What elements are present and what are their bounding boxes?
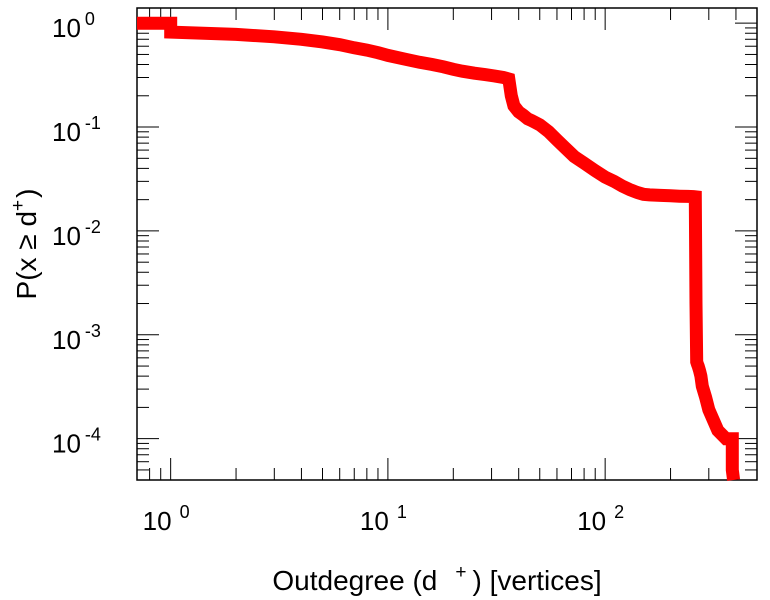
ccdf-series-line <box>137 16 741 481</box>
x-tick-exp: 2 <box>614 502 624 522</box>
y-tick-exp: -1 <box>85 113 101 133</box>
y-tick-exp: 0 <box>85 9 95 29</box>
y-tick-exp: -3 <box>85 321 101 341</box>
x-tick-base: 10 <box>143 506 172 536</box>
series-layer <box>137 16 741 481</box>
y-tick-exp: -4 <box>85 425 101 445</box>
y-tick-base: 10 <box>52 13 81 43</box>
x-tick-label: 10 0 <box>143 502 190 536</box>
y-tick-label: 10 -1 <box>52 113 101 147</box>
y-tick-base: 10 <box>52 221 81 251</box>
x-tick-base: 10 <box>360 506 389 536</box>
y-tick-label: 10 -2 <box>52 217 101 251</box>
y-axis-title: P(x ≥ d+) <box>8 189 42 300</box>
x-axis-title: Outdegree (d +) [vertices] <box>272 562 601 596</box>
x-tick-exp: 0 <box>180 502 190 522</box>
minor-ticks <box>136 8 758 481</box>
x-tick-base: 10 <box>577 506 606 536</box>
y-tick-label: 10 -4 <box>52 425 101 459</box>
y-tick-exp: -2 <box>85 217 101 237</box>
x-tick-exp: 1 <box>397 502 407 522</box>
plot-frame <box>136 7 758 481</box>
x-tick-label: 10 1 <box>360 502 407 536</box>
x-tick-labels: 10 0 10 1 10 2 <box>143 502 624 536</box>
major-ticks <box>137 8 757 480</box>
y-tick-base: 10 <box>52 117 81 147</box>
y-tick-label: 10 0 <box>52 9 95 43</box>
x-tick-label: 10 2 <box>577 502 624 536</box>
y-tick-label: 10 -3 <box>52 321 101 355</box>
y-tick-base: 10 <box>52 325 81 355</box>
y-tick-base: 10 <box>52 429 81 459</box>
